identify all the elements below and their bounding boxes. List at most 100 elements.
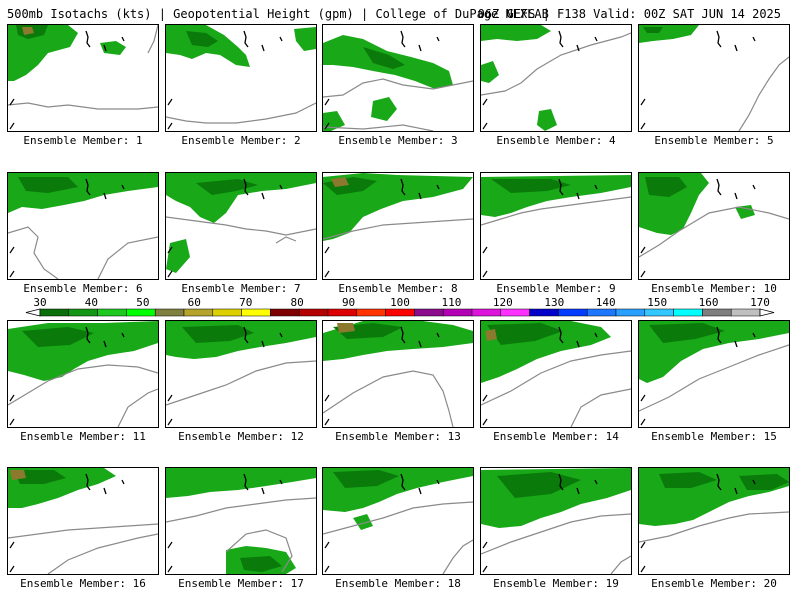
isotach-fill-area bbox=[18, 177, 78, 193]
height-contour bbox=[323, 370, 454, 427]
chart-header: 500mb Isotachs (kts) | Geopotential Heig… bbox=[7, 6, 797, 22]
ensemble-panel-12 bbox=[165, 320, 317, 428]
isotach-fill-area bbox=[645, 177, 687, 197]
ensemble-member-label: Ensemble Member: 19 bbox=[493, 577, 619, 590]
colorbar-tick-label: 30 bbox=[33, 296, 46, 309]
coastline bbox=[85, 326, 125, 348]
coastline bbox=[324, 98, 330, 130]
ensemble-member-label: Ensemble Member: 12 bbox=[178, 430, 304, 443]
coastline bbox=[716, 326, 756, 348]
coastline bbox=[167, 246, 173, 278]
coastline bbox=[85, 178, 125, 200]
ensemble-panel-3 bbox=[322, 24, 474, 132]
coastline bbox=[482, 541, 488, 573]
ensemble-member-label: Ensemble Member: 10 bbox=[651, 282, 777, 295]
map-panel-14 bbox=[481, 321, 631, 427]
map-panel-1 bbox=[8, 25, 158, 130]
colorbar-tick-label: 140 bbox=[596, 296, 616, 309]
colorbar-tick-label: 70 bbox=[239, 296, 252, 309]
ensemble-panel-8 bbox=[322, 172, 474, 280]
isotach-fill-area bbox=[240, 556, 282, 572]
coastline bbox=[716, 178, 756, 200]
colorbar-swatch bbox=[558, 308, 588, 317]
isotach-fill-area bbox=[481, 25, 551, 41]
ensemble-member-label: Ensemble Member: 11 bbox=[20, 430, 146, 443]
isotach-fill-area bbox=[659, 472, 717, 488]
map-panel-7 bbox=[166, 173, 316, 278]
coastline bbox=[9, 394, 15, 426]
ensemble-member-label: Ensemble Member: 6 bbox=[23, 282, 143, 295]
ensemble-panel-13 bbox=[322, 320, 474, 428]
ensemble-panel-5 bbox=[638, 24, 790, 132]
ensemble-member-label: Ensemble Member: 9 bbox=[496, 282, 616, 295]
coastline bbox=[243, 30, 283, 52]
isotach-fill-area bbox=[537, 109, 557, 131]
map-panel-18 bbox=[323, 468, 473, 574]
height-contour bbox=[8, 226, 59, 279]
height-contour bbox=[481, 350, 631, 406]
colorbar-graphic: 30 40 50 60 70 80 90 100 110 120 130 140 150 160 170 bbox=[25, 296, 775, 317]
map-panel-16 bbox=[8, 468, 158, 574]
colorbar-swatch bbox=[529, 308, 559, 317]
height-contour bbox=[117, 388, 158, 427]
height-contour bbox=[166, 102, 316, 124]
ensemble-panel-1 bbox=[7, 24, 159, 132]
coastline bbox=[716, 473, 756, 495]
ensemble-panel-7 bbox=[165, 172, 317, 280]
colorbar-swatch bbox=[97, 308, 127, 317]
colorbar-swatch bbox=[673, 308, 703, 317]
coastline bbox=[716, 30, 756, 52]
ensemble-member-label: Ensemble Member: 14 bbox=[493, 430, 619, 443]
isotach-fill-area bbox=[8, 25, 78, 81]
colorbar-swatch bbox=[68, 308, 98, 317]
colorbar-swatch bbox=[298, 308, 329, 317]
isotach-fill-area bbox=[294, 27, 316, 51]
header-run-info: 06Z GEFS | F138 Valid: 00Z SAT JUN 14 20… bbox=[477, 7, 781, 21]
map-panel-8 bbox=[323, 173, 473, 278]
isotach-fill-area bbox=[323, 111, 345, 131]
map-panel-19 bbox=[481, 468, 631, 574]
isotach-fill-area bbox=[643, 27, 663, 33]
colorbar-swatch bbox=[356, 308, 386, 317]
ensemble-panel-9 bbox=[480, 172, 632, 280]
colorbar-swatch bbox=[586, 308, 617, 317]
ensemble-member-label: Ensemble Member: 2 bbox=[181, 134, 301, 147]
ensemble-member-label: Ensemble Member: 15 bbox=[651, 430, 777, 443]
coastline bbox=[400, 30, 440, 52]
height-contour bbox=[570, 388, 631, 427]
colorbar-swatch bbox=[212, 308, 242, 317]
map-panel-10 bbox=[639, 173, 789, 278]
coastline bbox=[640, 541, 646, 573]
colorbar-swatch bbox=[615, 308, 646, 317]
colorbar-tick-label: 110 bbox=[441, 296, 461, 309]
isotach-fill-area bbox=[196, 179, 258, 195]
coastline bbox=[558, 473, 598, 495]
height-contour bbox=[323, 501, 473, 535]
ensemble-panel-19 bbox=[480, 467, 632, 575]
colorbar-swatch bbox=[241, 308, 271, 317]
isotach-fill-area bbox=[10, 470, 26, 480]
coastline bbox=[482, 246, 488, 278]
map-panel-11 bbox=[8, 321, 158, 427]
height-contour bbox=[97, 236, 158, 279]
coastline bbox=[324, 246, 330, 278]
isotach-fill-area bbox=[22, 27, 34, 35]
coastline bbox=[400, 326, 440, 348]
ensemble-panel-17 bbox=[165, 467, 317, 575]
isotach-fill-area bbox=[363, 47, 405, 69]
height-contour bbox=[8, 523, 158, 539]
ensemble-panel-11 bbox=[7, 320, 159, 428]
isotach-fill-area bbox=[182, 325, 254, 343]
map-panel-4 bbox=[481, 25, 631, 131]
map-panel-12 bbox=[166, 321, 316, 426]
colorbar-swatch bbox=[183, 308, 214, 317]
wind-speed-colorbar: 30 40 50 60 70 80 90 100 110 120 130 140 150 160 170 bbox=[0, 296, 800, 320]
colorbar-tick-label: 50 bbox=[136, 296, 149, 309]
map-panel-13 bbox=[323, 321, 473, 427]
colorbar-swatch bbox=[154, 308, 185, 317]
map-panel-17 bbox=[166, 468, 316, 574]
colorbar-swatch bbox=[730, 308, 761, 317]
isotach-fill-area bbox=[8, 321, 158, 381]
coastline bbox=[167, 541, 173, 573]
coastline bbox=[482, 98, 488, 130]
